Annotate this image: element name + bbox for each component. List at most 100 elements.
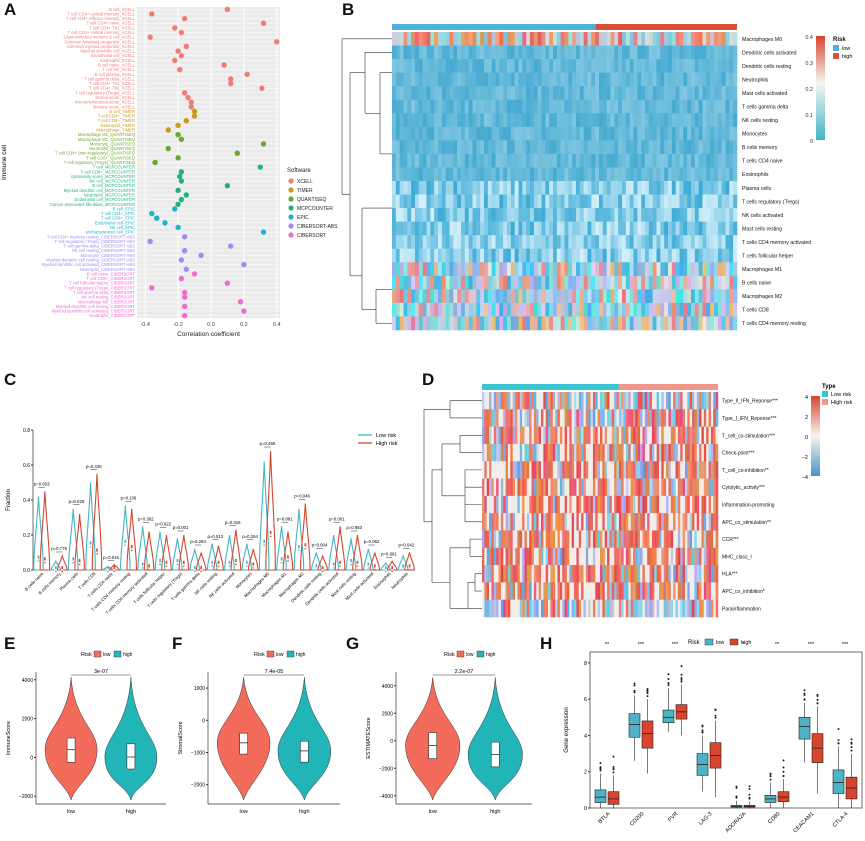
violin-median-high [252,565,255,568]
heatmap-cell [503,262,508,277]
heatmap-cell [518,262,523,277]
heatmap-cell [692,530,695,549]
heatmap-cell [498,443,502,462]
heatmap-cell [491,140,496,155]
heatmap-cell [610,248,615,263]
heatmap-cell [468,72,473,87]
heatmap-cell [576,32,581,46]
heatmap-cell [484,262,489,277]
heatmap-cell [541,289,546,304]
heatmap-cell [507,45,512,60]
outlier-high [646,695,649,698]
heatmap-cell [591,248,596,263]
heatmap-cell [545,275,550,290]
heatmap-cell [503,565,506,583]
heatmap-cell [633,221,638,236]
heatmap-cell [491,443,495,462]
heatmap-cell [484,478,488,497]
heatmap-cell [571,565,575,583]
heatmap-cell [498,426,502,445]
heatmap-cell [710,478,714,497]
y-tick-label: T cell regulatory (Tregs)_CIBERSORT-ABS [55,239,136,244]
p-value-label: p=0.022 [155,522,171,527]
heatmap-cell [606,302,611,317]
heatmap-cell [708,461,712,479]
heatmap-cell [395,221,400,236]
heatmap-cell [629,86,634,101]
heatmap-cell [637,565,641,583]
annotation-legend-high-swatch [833,53,839,59]
heatmap-cell [671,86,676,101]
heatmap-cell [590,530,594,549]
heatmap-cell [641,126,646,141]
heatmap-cell [495,194,500,209]
x-tick-label: CTLA-4 [832,811,850,829]
heatmap-cell [606,235,611,250]
heatmap-cell [698,181,703,195]
heatmap-cell [629,72,634,87]
p-value-label: p=0.264 [242,534,258,539]
violin-median-high [95,551,98,554]
heatmap-cell [614,513,617,531]
legend-low-label: low [103,652,111,658]
heatmap-cell [675,392,679,410]
violin-box-low [107,566,109,572]
heatmap-cell [553,113,558,128]
heatmap-cell [595,495,598,514]
heatmap-cell [464,289,469,304]
heatmap-cell [633,32,638,46]
heatmap-cell [684,565,688,583]
heatmap-cell [644,599,648,618]
heatmap-cell [411,45,416,60]
heatmap-cell [496,495,499,514]
heatmap-cell [503,530,506,549]
heatmap-cell [489,495,492,514]
heatmap-cell [468,194,473,209]
heatmap-cell [500,530,504,549]
heatmap-cell [487,248,492,263]
heatmap-cell [571,478,575,497]
heatmap-cell [614,99,619,114]
heatmap-cell [583,409,587,427]
heatmap-cell [537,194,542,209]
heatmap-cell [630,392,634,410]
heatmap-cell [529,530,532,549]
heatmap-cell [518,275,523,290]
heatmap-cell [556,275,561,290]
violin-box-high [148,564,150,571]
heatmap-cell [526,582,530,600]
heatmap-cell [426,248,431,263]
heatmap-cell [441,45,446,60]
heatmap-cell [699,599,702,618]
heatmap-cell [545,248,550,263]
heatmap-cell [648,289,653,304]
outlier-low [667,673,670,676]
heatmap-cell [670,530,674,549]
heatmap-cell [682,547,686,566]
heatmap-cell [510,113,515,128]
heatmap-cell [625,262,630,277]
outlier-high [646,690,649,693]
outlier-low [599,762,602,765]
heatmap-cell [725,32,730,46]
heatmap-cell [498,565,502,583]
heatmap-cell [668,221,673,236]
heatmap-cell [395,140,400,155]
data-point [181,312,188,319]
outlier-low [735,786,738,789]
heatmap-cell [392,99,397,114]
heatmap-cell [522,32,527,46]
heatmap-cell [553,262,558,277]
heatmap-cell [694,32,699,46]
heatmap-cell [675,72,680,87]
heatmap-cell [696,392,700,410]
heatmap-cell [600,565,603,583]
heatmap-cell [729,221,734,236]
heatmap-cell [663,495,667,514]
heatmap-cell [659,565,662,583]
heatmap-cell [664,181,669,195]
heatmap-cell [517,547,521,566]
heatmap-cell [468,235,473,250]
heatmap-cell [430,126,435,141]
heatmap-cell [585,495,589,514]
